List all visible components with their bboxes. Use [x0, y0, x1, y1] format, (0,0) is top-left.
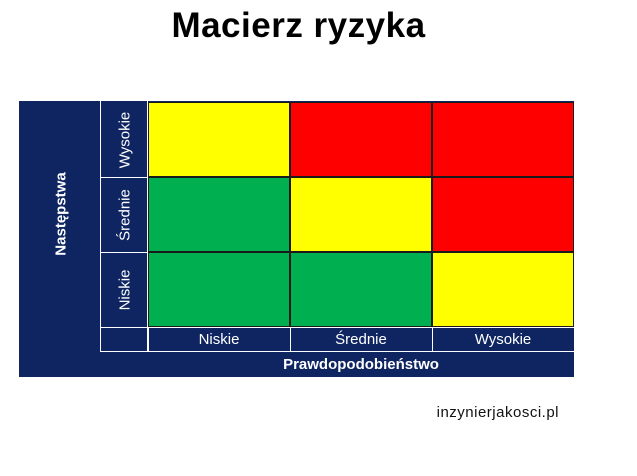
y-axis-separator	[101, 177, 148, 178]
y-axis-label-medium: Średnie	[116, 189, 134, 241]
y-axis-title-panel	[19, 101, 101, 352]
page-title: Macierz ryzyka	[171, 6, 426, 45]
y-axis-label-high: Wysokie	[116, 111, 134, 169]
source-watermark[interactable]: inzynierjakosci.pl	[436, 404, 559, 421]
x-axis-label-low: Niskie	[198, 331, 240, 348]
risk-cell-high-low	[148, 102, 290, 177]
risk-cell-low-low	[148, 252, 290, 327]
risk-cell-high-medium	[290, 102, 432, 177]
x-axis-separator	[148, 327, 149, 352]
y-axis-separator	[101, 252, 148, 253]
x-axis-title: Prawdopodobieństwo	[283, 356, 439, 373]
risk-cell-medium-medium	[290, 177, 432, 252]
y-axis-label-low: Niskie	[116, 269, 134, 311]
x-axis-label-medium: Średnie	[335, 331, 387, 348]
x-axis-labels-row	[101, 327, 574, 352]
x-axis-separator	[432, 327, 433, 352]
risk-cell-medium-high	[432, 177, 574, 252]
risk-cell-medium-low	[148, 177, 290, 252]
risk-cell-high-high	[432, 102, 574, 177]
x-axis-label-high: Wysokie	[474, 331, 532, 348]
y-axis-labels-panel	[101, 101, 148, 352]
x-axis-separator	[290, 327, 291, 352]
risk-cell-low-high	[432, 252, 574, 327]
y-axis-title: Następstwa	[52, 172, 70, 256]
risk-cell-low-medium	[290, 252, 432, 327]
